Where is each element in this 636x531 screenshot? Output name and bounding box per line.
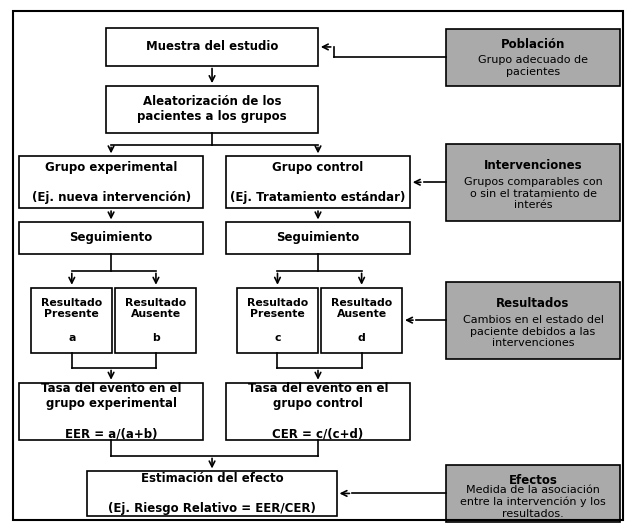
FancyBboxPatch shape [446, 281, 620, 358]
Text: Resultado
Presente

a: Resultado Presente a [41, 298, 102, 342]
FancyBboxPatch shape [446, 29, 620, 86]
FancyBboxPatch shape [106, 86, 318, 133]
Text: Tasa del evento en el
grupo experimental

EER = a/(a+b): Tasa del evento en el grupo experimental… [41, 382, 181, 440]
Text: Cambios en el estado del
paciente debidos a las
intervenciones: Cambios en el estado del paciente debido… [462, 315, 604, 348]
FancyBboxPatch shape [19, 383, 203, 440]
FancyBboxPatch shape [321, 288, 402, 353]
FancyBboxPatch shape [226, 383, 410, 440]
FancyBboxPatch shape [106, 28, 318, 66]
Text: Aleatorización de los
pacientes a los grupos: Aleatorización de los pacientes a los gr… [137, 96, 287, 123]
Text: Resultado
Ausente

b: Resultado Ausente b [125, 298, 186, 342]
Text: Grupo experimental

(Ej. nueva intervención): Grupo experimental (Ej. nueva intervenci… [32, 161, 191, 204]
Text: Medida de la asociación
entre la intervención y los
resultados.: Medida de la asociación entre la interve… [460, 485, 606, 519]
Text: Resultado
Presente

c: Resultado Presente c [247, 298, 308, 342]
FancyBboxPatch shape [87, 472, 336, 516]
Text: Seguimiento: Seguimiento [69, 232, 153, 244]
FancyBboxPatch shape [31, 288, 113, 353]
FancyBboxPatch shape [226, 222, 410, 253]
Text: Seguimiento: Seguimiento [277, 232, 359, 244]
FancyBboxPatch shape [446, 465, 620, 522]
FancyBboxPatch shape [116, 288, 197, 353]
Text: Resultados: Resultados [496, 297, 570, 310]
Text: Grupos comparables con
o sin el tratamiento de
interés: Grupos comparables con o sin el tratamie… [464, 177, 602, 210]
FancyBboxPatch shape [446, 144, 620, 221]
FancyBboxPatch shape [19, 222, 203, 253]
FancyBboxPatch shape [19, 156, 203, 208]
Text: Tasa del evento en el
grupo control

CER = c/(c+d): Tasa del evento en el grupo control CER … [248, 382, 388, 440]
Text: Grupo control

(Ej. Tratamiento estándar): Grupo control (Ej. Tratamiento estándar) [230, 161, 406, 204]
Text: Muestra del estudio: Muestra del estudio [146, 40, 278, 54]
Text: Grupo adecuado de
pacientes: Grupo adecuado de pacientes [478, 55, 588, 77]
Text: Población: Población [501, 38, 565, 52]
FancyBboxPatch shape [237, 288, 318, 353]
Text: Efectos: Efectos [509, 474, 558, 487]
Text: Resultado
Ausente

d: Resultado Ausente d [331, 298, 392, 342]
FancyBboxPatch shape [226, 156, 410, 208]
Text: Intervenciones: Intervenciones [484, 159, 583, 172]
Text: Estimación del efecto

(Ej. Riesgo Relativo = EER/CER): Estimación del efecto (Ej. Riesgo Relati… [108, 472, 316, 515]
